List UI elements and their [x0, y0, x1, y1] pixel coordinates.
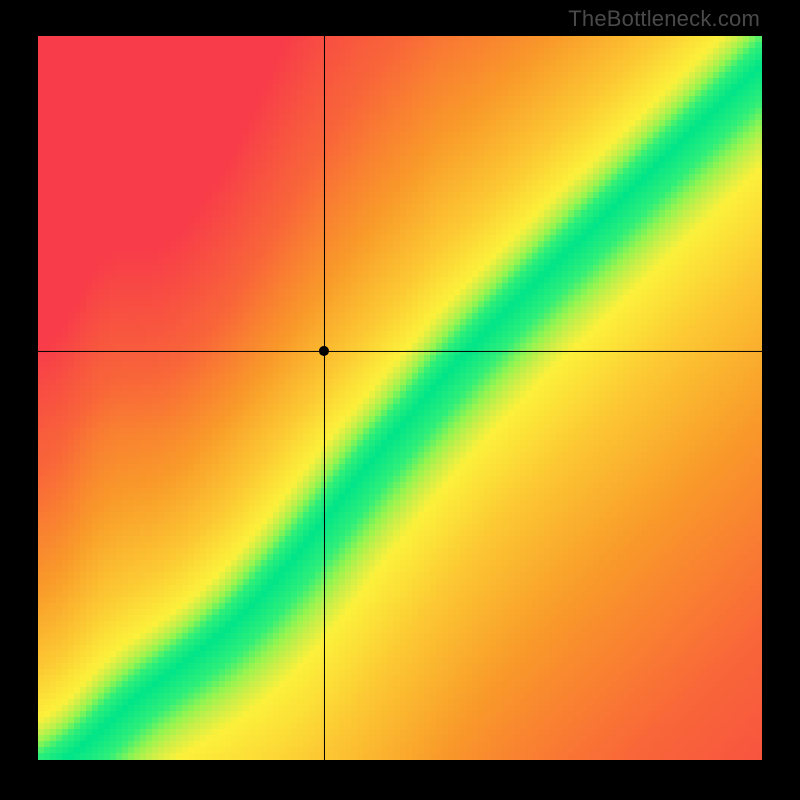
chart-container: TheBottleneck.com: [0, 0, 800, 800]
watermark-text: TheBottleneck.com: [568, 6, 760, 32]
bottleneck-heatmap: [38, 36, 762, 760]
